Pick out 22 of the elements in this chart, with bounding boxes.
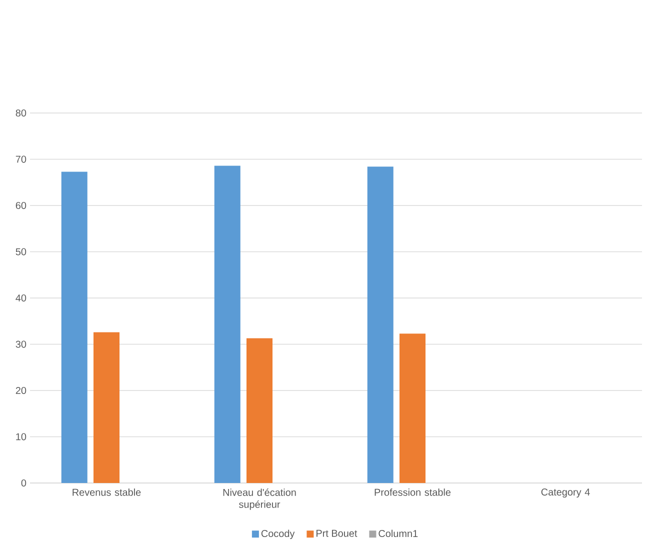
legend-label: Cocody: [261, 530, 295, 540]
y-tick-label: 50: [16, 248, 26, 256]
y-tick-label: 30: [16, 340, 26, 348]
x-tick-label: Revenus stable: [72, 488, 141, 496]
x-tick-label: Niveau d'écation supérieur: [223, 488, 296, 510]
bar: [214, 166, 240, 483]
bar: [93, 332, 120, 483]
x-tick-label: Category 4: [541, 488, 590, 498]
x-tick-label: Profession stable: [374, 488, 451, 496]
y-tick-label: 40: [16, 294, 26, 302]
y-tick-label: 20: [16, 386, 26, 394]
y-tick-label: 10: [16, 433, 26, 440]
bar: [400, 334, 426, 483]
bar: [246, 338, 273, 483]
y-tick-label: 60: [16, 202, 26, 210]
y-tick-label: 70: [16, 156, 26, 163]
legend-label: Column1: [378, 530, 418, 538]
bar: [367, 166, 394, 483]
y-tick-label: 80: [16, 109, 26, 117]
bar: [61, 172, 88, 483]
legend-label: Prt Bouet: [316, 530, 358, 537]
y-tick-label: 0: [21, 479, 26, 487]
